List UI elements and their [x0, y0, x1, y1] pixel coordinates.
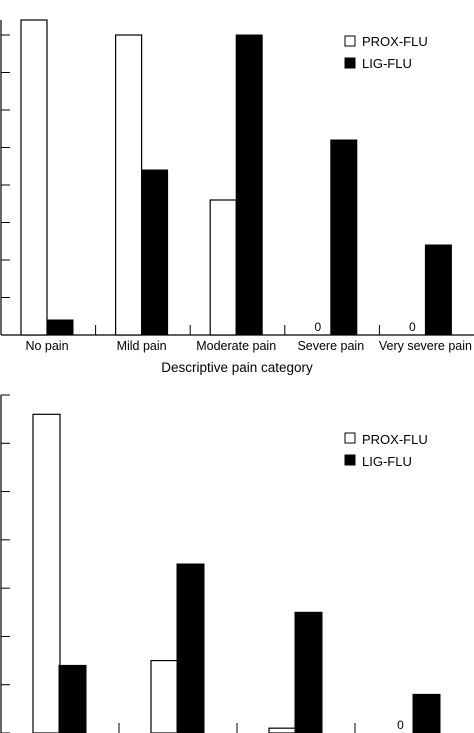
- bar-prox-flu: [20, 19, 48, 336]
- bar-lig-flu: [424, 244, 452, 336]
- zero-value-label: 0: [314, 320, 321, 334]
- top-x-axis-title: Descriptive pain category: [161, 360, 313, 375]
- bar-prox-flu: [114, 34, 143, 336]
- bottom-zero-labels: 0: [397, 718, 404, 732]
- category-label: Mild pain: [117, 339, 167, 353]
- legend-swatch-prox: [344, 35, 356, 47]
- bar-lig-flu: [58, 664, 87, 733]
- legend-swatch-lig: [344, 454, 356, 466]
- zero-value-label: 0: [409, 320, 416, 334]
- zero-value-label: 0: [397, 718, 404, 732]
- bottom-bars: [32, 413, 441, 733]
- bar-lig-flu: [330, 139, 358, 336]
- bottom-x-ticks: [118, 723, 356, 733]
- legend-swatch-prox: [344, 432, 356, 444]
- bar-lig-flu: [176, 563, 205, 733]
- legend-label-prox: PROX-FLU: [362, 432, 428, 447]
- bar-lig-flu: [46, 319, 74, 336]
- top-bars: [20, 19, 452, 336]
- category-label: Moderate pain: [196, 339, 276, 353]
- bottom-legend: PROX-FLU LIG-FLU: [344, 432, 428, 469]
- top-y-ticks: [1, 34, 10, 336]
- bar-prox-flu: [209, 199, 237, 336]
- chart-bottom: 0 PROX-FLU LIG-FLU: [0, 394, 441, 733]
- legend-label-prox: PROX-FLU: [362, 34, 428, 49]
- bar-lig-flu: [294, 611, 323, 733]
- bottom-y-ticks: [1, 394, 10, 733]
- category-label: No pain: [25, 339, 68, 353]
- top-legend: PROX-FLU LIG-FLU: [344, 34, 428, 71]
- top-category-labels: No pain Mild pain Moderate pain Severe pain…: [25, 339, 472, 353]
- legend-swatch-lig: [344, 57, 356, 69]
- top-x-ticks: [95, 325, 380, 335]
- bar-prox-flu: [32, 413, 61, 733]
- bar-lig-flu: [412, 693, 441, 733]
- category-label: Severe pain: [297, 339, 364, 353]
- bar-lig-flu: [141, 169, 169, 336]
- bar-prox-flu: [268, 727, 297, 733]
- bar-lig-flu: [235, 34, 263, 336]
- bar-prox-flu: [150, 659, 179, 733]
- legend-label-lig: LIG-FLU: [362, 454, 412, 469]
- legend-label-lig: LIG-FLU: [362, 56, 412, 71]
- category-label: Very severe pain: [379, 339, 472, 353]
